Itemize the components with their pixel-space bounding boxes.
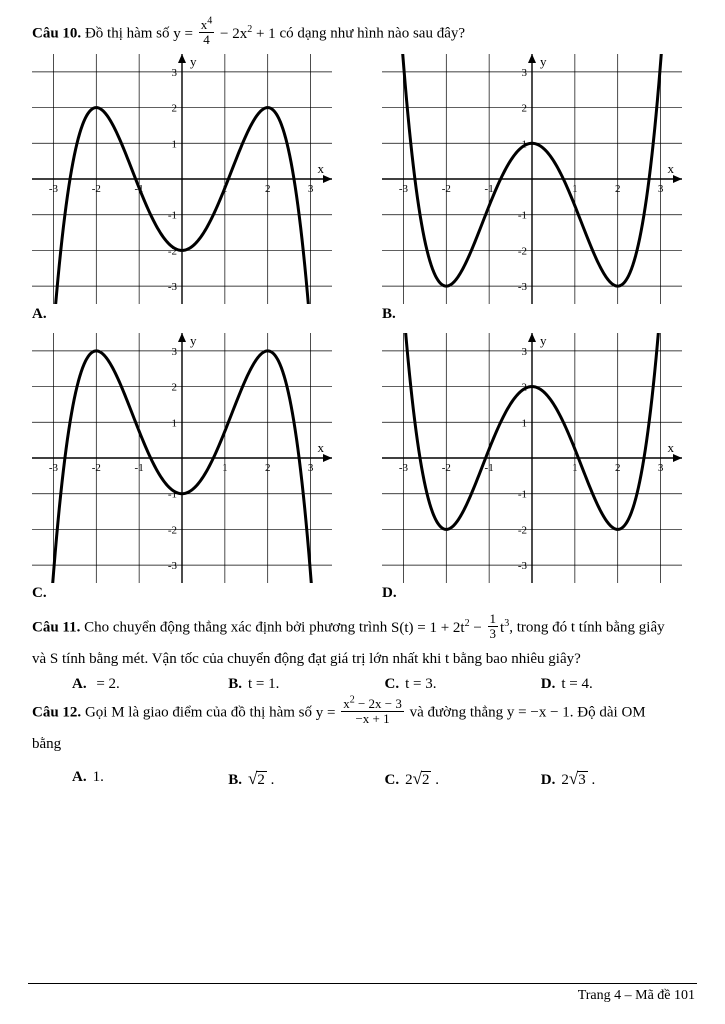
q12-opt-d: D.23 . <box>541 769 697 789</box>
svg-text:1: 1 <box>522 418 528 430</box>
svg-text:2: 2 <box>265 183 271 195</box>
q11-opt-d: D.t = 4. <box>541 676 697 693</box>
svg-text:1: 1 <box>172 418 178 430</box>
q12-text-mid: và đường thẳng y = −x − 1. Độ dài OM <box>410 705 646 721</box>
q11-line1: Câu 11. Cho chuyển động thẳng xác định b… <box>32 614 697 642</box>
q10-label: Câu 10. <box>32 26 81 42</box>
svg-text:-1: -1 <box>135 462 144 474</box>
chart-cell-b: xy-3-2-1123-3-2-1123 B. <box>382 54 697 323</box>
chart-c: xy-3-2-1123-3-2-1123 <box>32 333 347 583</box>
q12-text-pre: Gọi M là giao điểm của đồ thị hàm số <box>85 705 316 721</box>
q10-text-post: có dạng như hình nào sau đây? <box>279 26 465 42</box>
svg-text:x: x <box>668 440 675 455</box>
q11-text-pre: Cho chuyển động thẳng xác định bởi phươn… <box>84 620 391 636</box>
q12-opt-c: C.22 . <box>385 769 541 789</box>
svg-text:3: 3 <box>308 183 314 195</box>
svg-text:y: y <box>190 333 197 348</box>
chart-label-a: A. <box>32 306 347 323</box>
svg-text:3: 3 <box>522 67 528 79</box>
svg-text:1: 1 <box>572 462 578 474</box>
chart-cell-a: xy-3-2-1123-3-2-1123 A. <box>32 54 347 323</box>
q11-text-mid: , trong đó t tính bằng giây <box>509 620 664 636</box>
svg-text:2: 2 <box>172 382 178 394</box>
chart-d: xy-3-2-1123-3-2-1123 <box>382 333 697 583</box>
q12-formula: y = x2 − 2x − 3−x + 1 <box>316 705 406 721</box>
svg-text:1: 1 <box>572 183 578 195</box>
q10-chart-grid: x y -3 -2 -1 1 2 3 -3 -2 -1 1 2 3 A. x y -3 -2 -1 1 2 3 -3 -2 -… <box>32 54 697 602</box>
q10-text-pre: Đồ thị hàm số <box>85 26 173 42</box>
svg-text:-2: -2 <box>168 525 177 537</box>
svg-text:-1: -1 <box>518 489 527 501</box>
svg-text:-1: -1 <box>518 210 527 222</box>
q11-opt-b: B.t = 1. <box>228 676 384 693</box>
svg-text:x: x <box>668 161 675 176</box>
svg-text:-1: -1 <box>485 462 494 474</box>
q11-options: A. = 2. B.t = 1. C.t = 3. D.t = 4. <box>72 676 697 693</box>
q12-opt-a: A.1. <box>72 769 228 789</box>
svg-text:x: x <box>318 161 325 176</box>
svg-text:-2: -2 <box>442 462 451 474</box>
svg-text:-1: -1 <box>168 210 177 222</box>
q12-line1: Câu 12. Gọi M là giao điểm của đồ thị hà… <box>32 699 697 727</box>
svg-text:-3: -3 <box>168 560 178 572</box>
svg-text:2: 2 <box>172 103 178 115</box>
svg-text:3: 3 <box>522 346 528 358</box>
svg-text:-2: -2 <box>518 246 527 258</box>
q11-line2: và S tính bằng mét. Vận tốc của chuyển đ… <box>32 649 697 671</box>
q12-label: Câu 12. <box>32 705 81 721</box>
svg-text:3: 3 <box>172 67 178 79</box>
svg-text:-3: -3 <box>399 462 409 474</box>
footer-text: Trang 4 – Mã đề 101 <box>578 988 695 1004</box>
svg-text:3: 3 <box>308 462 314 474</box>
q11-opt-c: C.t = 3. <box>385 676 541 693</box>
q11-label: Câu 11. <box>32 620 80 636</box>
q10-formula: y = x44 − 2x2 + 1 <box>173 26 275 42</box>
svg-text:-2: -2 <box>92 462 101 474</box>
q12-opt-b: B.2 . <box>228 769 384 789</box>
svg-text:-2: -2 <box>518 525 527 537</box>
svg-text:-2: -2 <box>92 183 101 195</box>
svg-text:1: 1 <box>222 462 228 474</box>
chart-cell-d: xy-3-2-1123-3-2-1123 D. <box>382 333 697 602</box>
chart-b: xy-3-2-1123-3-2-1123 <box>382 54 697 304</box>
q12-line2: bằng <box>32 734 697 756</box>
chart-a: xy-3-2-1123-3-2-1123 <box>32 54 347 304</box>
svg-text:3: 3 <box>658 462 664 474</box>
svg-text:-3: -3 <box>518 281 528 293</box>
chart-label-d: D. <box>382 585 697 602</box>
svg-text:2: 2 <box>615 462 621 474</box>
svg-text:2: 2 <box>615 183 621 195</box>
chart-label-c: C. <box>32 585 347 602</box>
svg-text:2: 2 <box>265 462 271 474</box>
q12-options: A.1. B.2 . C.22 . D.23 . <box>72 769 697 789</box>
chart-label-b: B. <box>382 306 697 323</box>
svg-text:-3: -3 <box>49 183 59 195</box>
svg-text:-3: -3 <box>168 281 178 293</box>
q10-line: Câu 10. Đồ thị hàm số y = x44 − 2x2 + 1 … <box>32 20 697 48</box>
q11-formula: S(t) = 1 + 2t2 − 13t3 <box>391 620 509 636</box>
svg-text:3: 3 <box>172 346 178 358</box>
svg-text:3: 3 <box>658 183 664 195</box>
svg-text:x: x <box>318 440 325 455</box>
svg-text:y: y <box>540 333 547 348</box>
svg-text:2: 2 <box>522 103 528 115</box>
svg-text:-1: -1 <box>485 183 494 195</box>
footer-rule <box>28 983 697 984</box>
svg-text:y: y <box>190 54 197 69</box>
svg-text:-3: -3 <box>518 560 528 572</box>
chart-cell-c: xy-3-2-1123-3-2-1123 C. <box>32 333 347 602</box>
svg-text:y: y <box>540 54 547 69</box>
svg-text:-2: -2 <box>442 183 451 195</box>
q11-opt-a: A. = 2. <box>72 676 228 693</box>
svg-text:-3: -3 <box>399 183 409 195</box>
svg-text:1: 1 <box>172 139 178 151</box>
svg-text:-3: -3 <box>49 462 59 474</box>
